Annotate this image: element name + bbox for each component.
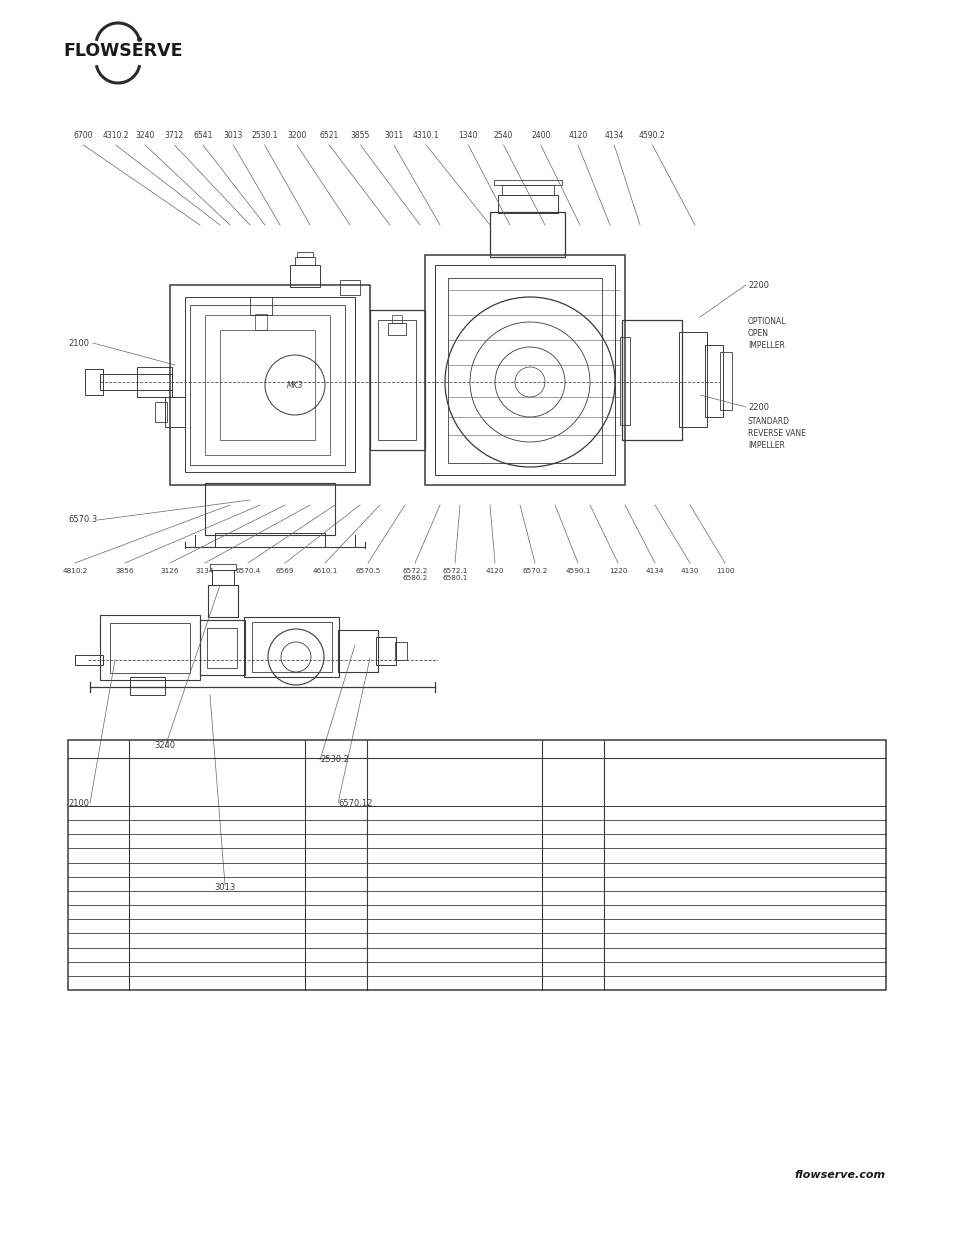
Text: 3200: 3200 [287, 131, 306, 140]
Bar [205, 483, 335, 535]
Text: 2100: 2100 [68, 799, 89, 808]
Text: 1100: 1100 [715, 568, 734, 574]
Bar [130, 677, 165, 695]
Bar [621, 320, 681, 440]
Text: OPTIONAL
OPEN
IMPELLER: OPTIONAL OPEN IMPELLER [747, 317, 785, 350]
Text: 6572.2
6580.2: 6572.2 6580.2 [402, 568, 427, 580]
Text: 3013: 3013 [214, 883, 235, 892]
Text: 3011: 3011 [384, 131, 403, 140]
Bar [244, 618, 338, 677]
Text: 2100: 2100 [68, 338, 89, 347]
Text: 2400: 2400 [531, 131, 550, 140]
Bar [392, 315, 401, 324]
Text: 2200: 2200 [747, 403, 768, 411]
Bar [290, 266, 319, 287]
Text: 6570.12: 6570.12 [337, 799, 372, 808]
Text: FLOWSERVE: FLOWSERVE [63, 42, 183, 61]
Text: 4590.2: 4590.2 [639, 131, 665, 140]
Text: 6521: 6521 [319, 131, 338, 140]
Bar [137, 367, 172, 396]
Text: 6570.3: 6570.3 [68, 515, 97, 525]
Bar [200, 620, 245, 676]
Text: 1220: 1220 [608, 568, 626, 574]
Bar [210, 564, 235, 571]
Text: 2540: 2540 [494, 131, 513, 140]
Bar [208, 585, 237, 618]
Text: 4134: 4134 [645, 568, 663, 574]
Text: 3855: 3855 [351, 131, 370, 140]
Text: 2200: 2200 [747, 280, 768, 289]
Bar [85, 369, 103, 395]
Bar [190, 305, 345, 466]
Text: 3856: 3856 [115, 568, 134, 574]
Bar [375, 637, 395, 664]
Text: 1340: 1340 [458, 131, 477, 140]
Text: 3240: 3240 [154, 741, 175, 750]
Bar [212, 571, 233, 585]
Text: 2530.2: 2530.2 [319, 756, 349, 764]
Text: 4120: 4120 [568, 131, 587, 140]
Text: 3240: 3240 [135, 131, 154, 140]
Bar [490, 212, 564, 257]
Bar [100, 374, 172, 390]
Text: 4810.2: 4810.2 [62, 568, 88, 574]
Bar [185, 296, 355, 472]
Bar [501, 185, 554, 195]
Text: 4310.1: 4310.1 [413, 131, 439, 140]
Text: 3013: 3013 [223, 131, 243, 140]
Text: 2530.1: 2530.1 [251, 131, 277, 140]
Text: STANDARD
REVERSE VANE
IMPELLER: STANDARD REVERSE VANE IMPELLER [747, 417, 805, 450]
Bar [252, 622, 332, 672]
Bar [110, 622, 190, 673]
Text: 6570.2: 6570.2 [521, 568, 547, 574]
Bar [388, 324, 406, 335]
Text: 3134: 3134 [195, 568, 214, 574]
Text: 4130: 4130 [680, 568, 699, 574]
Bar [68, 740, 885, 990]
Text: 6700: 6700 [73, 131, 93, 140]
Bar [294, 257, 314, 266]
Bar [75, 655, 103, 664]
Bar [296, 252, 313, 257]
Bar [250, 296, 272, 315]
Bar [154, 403, 167, 422]
Bar [370, 310, 424, 450]
Bar [377, 320, 416, 440]
Text: flowserve.com: flowserve.com [794, 1170, 885, 1179]
Text: 4120: 4120 [485, 568, 504, 574]
Bar [679, 332, 706, 427]
Bar [395, 642, 407, 659]
Bar [100, 615, 200, 680]
Bar [435, 266, 615, 475]
Text: 6572.1
6580.1: 6572.1 6580.1 [442, 568, 467, 580]
Bar [720, 352, 731, 410]
Bar [494, 180, 561, 185]
Bar [254, 314, 267, 330]
Bar [205, 315, 330, 454]
Bar [448, 278, 601, 463]
Bar [424, 254, 624, 485]
Text: 6570.4: 6570.4 [235, 568, 260, 574]
Text: MK3: MK3 [287, 380, 303, 389]
Bar [704, 345, 722, 417]
Bar [619, 337, 629, 425]
Text: 3712: 3712 [165, 131, 184, 140]
Bar [214, 534, 325, 547]
Bar [165, 396, 185, 427]
Text: 3126: 3126 [161, 568, 179, 574]
Text: 4134: 4134 [604, 131, 623, 140]
Bar [220, 330, 314, 440]
Text: 6541: 6541 [193, 131, 213, 140]
Bar [337, 630, 377, 672]
Text: 4610.1: 4610.1 [312, 568, 337, 574]
Text: 6569: 6569 [275, 568, 294, 574]
Text: 4310.2: 4310.2 [102, 131, 129, 140]
Bar [497, 195, 558, 212]
Text: 6570.5: 6570.5 [355, 568, 380, 574]
Bar [207, 629, 236, 668]
Text: 4590.1: 4590.1 [565, 568, 590, 574]
Bar [339, 280, 359, 295]
Bar [170, 285, 370, 485]
